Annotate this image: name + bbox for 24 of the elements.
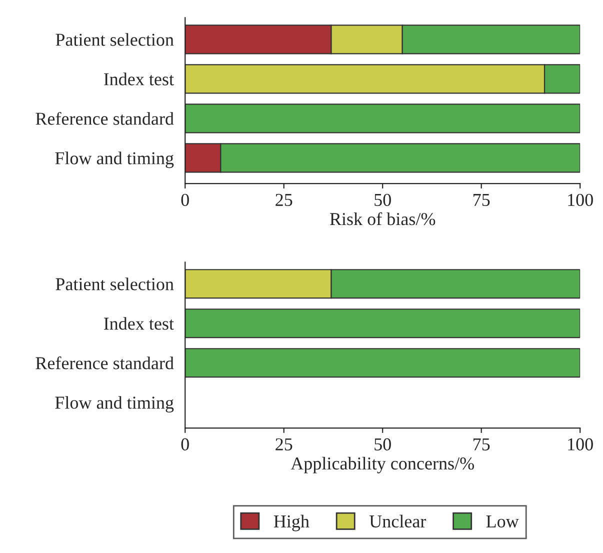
- x-tick-label: 100: [568, 438, 593, 450]
- y-tick-label: Index test: [104, 72, 174, 86]
- bar: [185, 104, 580, 134]
- x-tick-label: 75: [474, 194, 490, 206]
- x-axis-title: Risk of bias/%: [330, 212, 436, 226]
- y-tick-label: Patient selection: [56, 278, 174, 290]
- x-axis-title: Applicability concerns/%: [290, 456, 474, 474]
- y-tick-label: Index test: [104, 317, 174, 330]
- legend-label: Unclear: [369, 514, 426, 528]
- x-tick-label: 100: [568, 194, 593, 206]
- y-tick-label: Flow and timing: [55, 152, 174, 168]
- x-tick-label: 0: [181, 194, 189, 206]
- x-tick-label: 25: [276, 194, 292, 206]
- y-tick-label: Reference standard: [36, 112, 174, 125]
- x-tick-label: 50: [374, 194, 391, 206]
- legend-label: High: [274, 514, 310, 532]
- y-tick-label: Patient selection: [56, 33, 174, 46]
- legend-label: Low: [486, 516, 519, 528]
- y-tick-label: Flow and timing: [55, 396, 174, 413]
- x-tick-label: 50: [374, 438, 391, 450]
- x-tick-label: 25: [276, 438, 292, 450]
- x-tick-label: 75: [474, 438, 490, 450]
- y-tick-label: Reference standard: [36, 356, 174, 370]
- x-tick-label: 0: [181, 438, 189, 450]
